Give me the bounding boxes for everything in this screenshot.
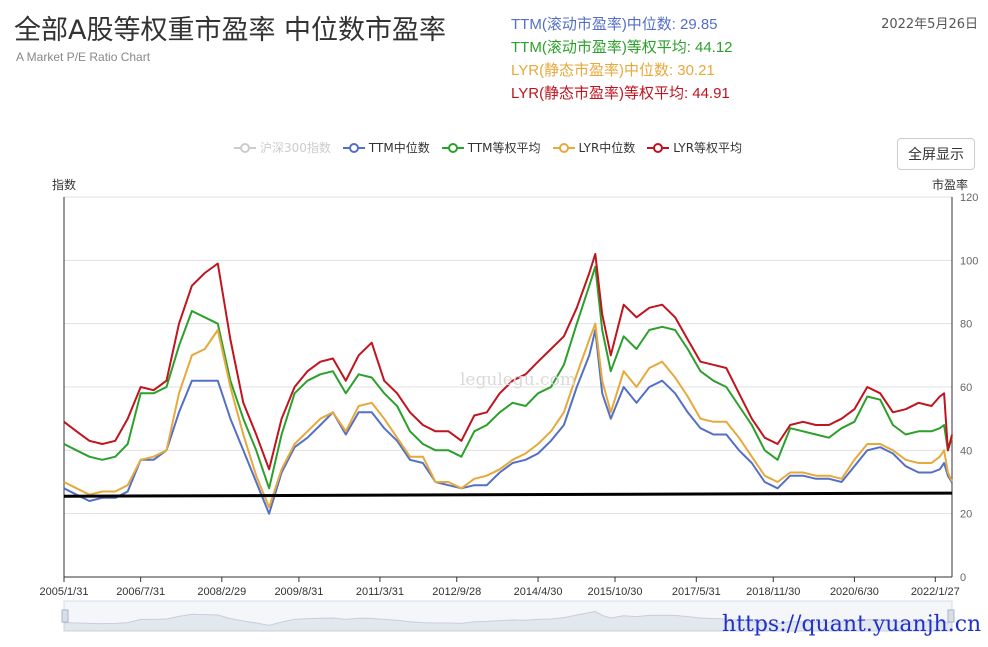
x-tick-label: 2006/7/31 bbox=[116, 586, 165, 598]
chart-zoom-slider[interactable] bbox=[61, 600, 955, 632]
stat-ttm-median: TTM(滚动市盈率)中位数: 29.85 bbox=[511, 13, 718, 34]
x-tick-label: 2014/4/30 bbox=[514, 586, 563, 598]
stat-lyr-average-label: LYR(静态市盈率)等权平均: bbox=[511, 85, 689, 102]
legend-marker-ttm-average bbox=[441, 142, 464, 153]
y-tick-label: 100 bbox=[960, 255, 978, 267]
stat-ttm-average: TTM(滚动市盈率)等权平均: 44.12 bbox=[511, 36, 733, 57]
legend-item-lyr-median[interactable]: LYR中位数 bbox=[552, 139, 636, 156]
legend-marker-lyr-median bbox=[552, 142, 575, 153]
series-line-1 bbox=[63, 329, 953, 515]
chart-legend: 沪深300指数 TTM中位数 TTM等权平均 LYR中位数 LYR等权平均 bbox=[234, 139, 754, 156]
chart-axes: 0 20 40 60 80 100 120 指数 市盈率 2005/1/31 2006/7/31 20… bbox=[40, 177, 979, 598]
legend-item-ttm-median[interactable]: TTM中位数 bbox=[342, 139, 430, 156]
chart-grid bbox=[64, 196, 952, 515]
legend-marker-lyr-average bbox=[647, 142, 670, 153]
legend-marker-hs300 bbox=[234, 142, 256, 153]
legend-label-ttm-average: TTM等权平均 bbox=[467, 141, 541, 155]
stat-lyr-median-label: LYR(静态市盈率)中位数: bbox=[511, 62, 674, 79]
x-tick-label: 2011/3/31 bbox=[356, 586, 404, 598]
stat-ttm-median-label: TTM(滚动市盈率)中位数: bbox=[511, 16, 676, 33]
x-tick-label: 2018/11/30 bbox=[746, 586, 800, 598]
x-tick-label: 2020/6/30 bbox=[830, 586, 879, 598]
x-tick-label: 2012/9/28 bbox=[432, 586, 481, 598]
y-tick-label: 80 bbox=[960, 319, 972, 331]
stat-lyr-median: LYR(静态市盈率)中位数: 30.21 bbox=[511, 59, 715, 80]
y-tick-label: 0 bbox=[960, 572, 966, 584]
chart-series bbox=[63, 253, 953, 515]
zoom-slider-preview bbox=[63, 610, 953, 632]
x-tick-label: 2017/5/31 bbox=[672, 586, 721, 598]
fullscreen-button[interactable]: 全屏显示 bbox=[897, 138, 975, 170]
legend-label-lyr-average: LYR等权平均 bbox=[673, 141, 743, 155]
legend-item-ttm-average[interactable]: TTM等权平均 bbox=[441, 139, 541, 156]
x-tick-label: 2005/1/31 bbox=[40, 586, 89, 598]
stat-ttm-average-value: 44.12 bbox=[694, 39, 733, 56]
y-tick-label: 40 bbox=[960, 445, 972, 457]
reference-line bbox=[63, 491, 953, 498]
date-label: 2022年5月26日 bbox=[881, 17, 978, 32]
x-tick-label: 2015/10/30 bbox=[587, 586, 642, 598]
stat-lyr-median-value: 30.21 bbox=[677, 62, 715, 79]
zoom-slider-handle-right[interactable] bbox=[947, 609, 955, 623]
page-title: 全部A股等权重市盈率 中位数市盈率 bbox=[14, 15, 447, 46]
page-subtitle: A Market P/E Ratio Chart bbox=[16, 50, 151, 64]
y-axis-right-title: 市盈率 bbox=[932, 177, 968, 192]
x-tick-label: 2009/8/31 bbox=[274, 586, 323, 598]
legend-item-hs300[interactable]: 沪深300指数 bbox=[234, 139, 331, 156]
y-tick-label: 20 bbox=[960, 509, 972, 521]
y-axis-left-title: 指数 bbox=[52, 177, 76, 192]
zoom-slider-handle-left[interactable] bbox=[61, 609, 69, 623]
y-tick-label: 60 bbox=[960, 382, 972, 394]
legend-label-ttm-median: TTM中位数 bbox=[368, 141, 430, 155]
series-line-4 bbox=[63, 253, 953, 471]
legend-label-lyr-median: LYR中位数 bbox=[578, 141, 636, 155]
legend-marker-ttm-median bbox=[342, 142, 365, 153]
series-line-2 bbox=[63, 265, 953, 490]
x-tick-label: 2008/2/29 bbox=[197, 586, 246, 598]
legend-label-hs300: 沪深300指数 bbox=[260, 141, 331, 155]
stat-ttm-median-value: 29.85 bbox=[679, 16, 718, 33]
source-url[interactable]: https://quant.yuanjh.cn bbox=[722, 612, 982, 637]
watermark: legulegu.com bbox=[460, 370, 576, 390]
y-tick-label: 120 bbox=[960, 192, 978, 204]
stat-ttm-average-label: TTM(滚动市盈率)等权平均: bbox=[511, 39, 691, 56]
x-tick-label: 2022/1/27 bbox=[911, 586, 960, 598]
series-line-3 bbox=[63, 322, 953, 509]
stat-lyr-average: LYR(静态市盈率)等权平均: 44.91 bbox=[511, 82, 730, 103]
stat-lyr-average-value: 44.91 bbox=[692, 85, 730, 102]
legend-item-lyr-average[interactable]: LYR等权平均 bbox=[647, 139, 742, 156]
